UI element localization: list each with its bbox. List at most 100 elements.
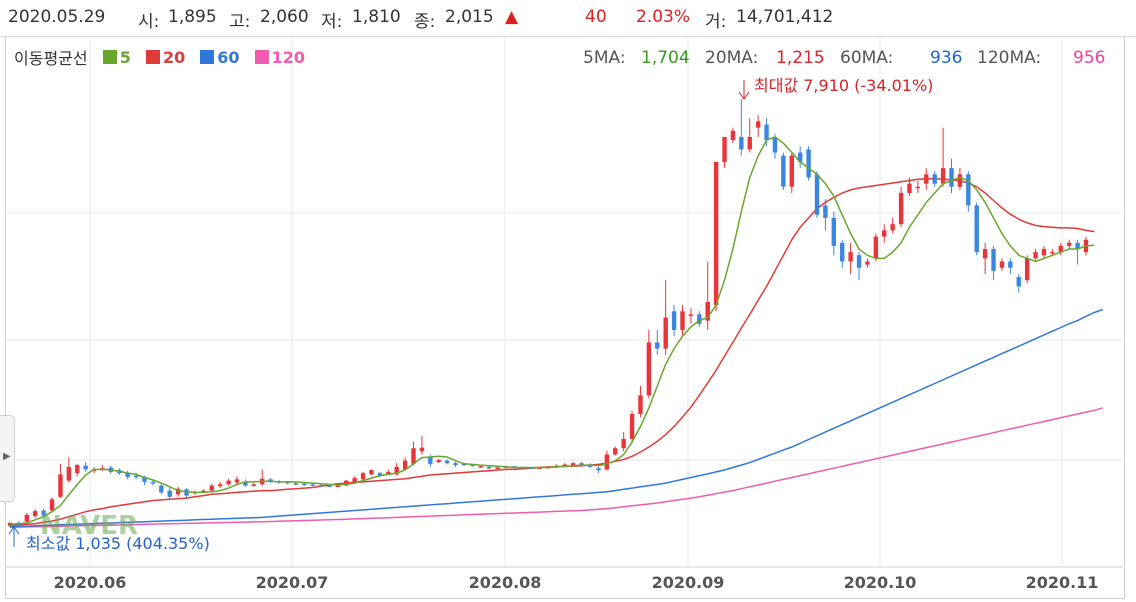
candle-body bbox=[579, 463, 584, 466]
candle-body bbox=[966, 174, 971, 206]
candle-body bbox=[772, 136, 778, 153]
candle bbox=[613, 446, 618, 456]
candle bbox=[444, 459, 450, 465]
candle-body bbox=[369, 470, 374, 475]
candle bbox=[1041, 245, 1047, 259]
high-label: 고: bbox=[229, 12, 251, 32]
ma5-line bbox=[9, 136, 1095, 525]
candle bbox=[302, 483, 307, 486]
candle bbox=[865, 258, 870, 268]
legend-title: 이동평균선 bbox=[14, 49, 88, 68]
candle-body bbox=[217, 484, 223, 487]
candle bbox=[226, 478, 231, 486]
candle-body bbox=[125, 472, 130, 477]
candle bbox=[360, 471, 366, 481]
candle bbox=[789, 152, 794, 194]
side-expand-tab[interactable]: ▶ bbox=[0, 415, 15, 502]
candle bbox=[797, 146, 803, 169]
candle-body bbox=[629, 414, 635, 439]
ma60-name: 60MA: bbox=[840, 48, 894, 68]
candle bbox=[75, 463, 80, 477]
ma20-line bbox=[9, 177, 1095, 527]
ma120-name: 120MA: bbox=[977, 48, 1042, 68]
candle-body bbox=[957, 174, 963, 187]
candle bbox=[251, 483, 256, 487]
candle bbox=[781, 152, 786, 190]
candle bbox=[402, 457, 408, 471]
ma60-swatch bbox=[200, 50, 215, 64]
candle-body bbox=[571, 463, 576, 466]
candle-body bbox=[310, 484, 315, 486]
candle-body bbox=[1008, 261, 1013, 268]
min-value-label: 최소값 1,035 (404.35%) bbox=[26, 534, 210, 553]
candle bbox=[344, 479, 349, 487]
candle-body bbox=[49, 499, 55, 511]
candle-body bbox=[613, 448, 618, 455]
candle bbox=[940, 127, 946, 187]
candle bbox=[436, 458, 441, 464]
candle-body bbox=[411, 448, 416, 464]
candle-body bbox=[680, 311, 685, 330]
candle-body bbox=[344, 480, 349, 486]
candle bbox=[58, 463, 63, 499]
candle-body bbox=[814, 174, 820, 215]
candle bbox=[831, 211, 837, 256]
candles-group bbox=[7, 99, 1089, 527]
candle bbox=[924, 168, 929, 190]
candle bbox=[739, 99, 744, 156]
candle bbox=[352, 476, 357, 484]
candle-body bbox=[831, 217, 837, 246]
candle bbox=[41, 508, 46, 517]
ma20-legend-label: 20 bbox=[162, 47, 186, 67]
close-label: 종: bbox=[414, 12, 436, 32]
candle-body bbox=[352, 478, 357, 483]
candle bbox=[655, 329, 660, 355]
candle bbox=[713, 161, 719, 312]
candle-body bbox=[755, 121, 761, 128]
candle bbox=[991, 245, 996, 281]
candle-body bbox=[840, 242, 845, 262]
candle bbox=[974, 202, 979, 256]
candle-body bbox=[806, 149, 811, 178]
candle bbox=[243, 479, 248, 487]
candle-body bbox=[604, 454, 610, 470]
ma20-name: 20MA: bbox=[705, 48, 759, 68]
candle bbox=[495, 466, 500, 470]
candle-body bbox=[251, 484, 256, 486]
x-tick-label: 2020.11 bbox=[1026, 573, 1099, 592]
ma60-value: 936 bbox=[930, 48, 963, 68]
candle-body bbox=[1041, 249, 1047, 256]
candle bbox=[856, 252, 862, 281]
candle bbox=[234, 476, 240, 485]
candle bbox=[209, 483, 214, 492]
candle bbox=[663, 280, 668, 355]
candle-body bbox=[360, 473, 366, 480]
candle-body bbox=[302, 483, 307, 486]
ma5-value: 1,704 bbox=[641, 48, 690, 68]
candle-body bbox=[243, 481, 248, 486]
grid-lines bbox=[6, 37, 1123, 568]
ma120-line bbox=[9, 407, 1104, 529]
expand-arrow-icon: ▶ bbox=[3, 451, 11, 462]
candle-body bbox=[167, 490, 172, 497]
candle-body bbox=[823, 205, 828, 218]
candle bbox=[890, 217, 895, 234]
candle bbox=[83, 461, 88, 472]
candle-body bbox=[1066, 242, 1072, 246]
candle bbox=[318, 484, 324, 487]
candle-body bbox=[999, 261, 1005, 268]
candle-body bbox=[873, 236, 879, 259]
candle-body bbox=[83, 465, 88, 470]
candle-body bbox=[453, 463, 458, 466]
candle-body bbox=[764, 124, 769, 141]
candle-body bbox=[621, 438, 626, 449]
chart-frame bbox=[5, 36, 1125, 599]
candle bbox=[823, 199, 828, 231]
low-label: 저: bbox=[321, 12, 343, 32]
candle bbox=[310, 483, 315, 487]
candle-body bbox=[898, 193, 904, 225]
candle-body bbox=[335, 485, 341, 488]
candle-body bbox=[495, 467, 500, 470]
candle-body bbox=[655, 342, 660, 349]
